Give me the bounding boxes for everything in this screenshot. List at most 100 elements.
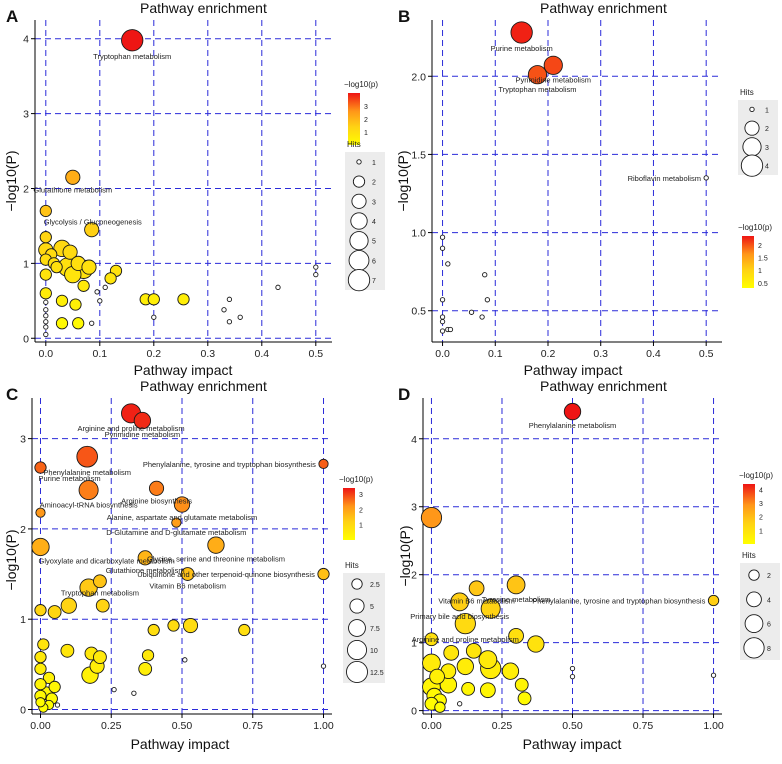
point-label: D-Glutamine and D-glutamate metabolism bbox=[106, 528, 246, 537]
data-point bbox=[55, 294, 69, 307]
data-point bbox=[97, 298, 103, 304]
y-tick-label: 4 bbox=[411, 434, 417, 446]
data-point bbox=[34, 651, 47, 664]
data-point bbox=[180, 567, 195, 581]
x-axis-title: Pathway impact bbox=[131, 736, 230, 752]
panel-letter: B bbox=[398, 7, 410, 26]
size-legend-label: 1 bbox=[765, 107, 769, 114]
size-legend-circle bbox=[744, 614, 764, 633]
color-legend-tick: 4 bbox=[759, 487, 763, 494]
data-point bbox=[148, 480, 165, 496]
data-point bbox=[182, 657, 188, 663]
point-label: Pyrimidine metabolism bbox=[105, 430, 180, 439]
point-label: Riboflavin metabolism bbox=[628, 174, 701, 183]
annotations: Phenylalanine metabolism Tyrosine metabol… bbox=[410, 421, 705, 644]
panel-title: Pathway enrichment bbox=[540, 0, 667, 16]
data-point bbox=[35, 697, 46, 708]
point-label: Tryptophan metabolism bbox=[61, 589, 139, 598]
data-point bbox=[131, 690, 137, 696]
data-point bbox=[439, 297, 446, 303]
color-legend-title: −log10(p) bbox=[738, 223, 772, 232]
y-tick-label: 2.0 bbox=[411, 71, 426, 83]
data-point bbox=[65, 169, 81, 185]
data-point bbox=[420, 507, 443, 529]
data-point bbox=[95, 598, 110, 613]
data-point bbox=[43, 319, 49, 325]
data-point bbox=[167, 619, 180, 632]
size-legend-circle bbox=[349, 231, 369, 251]
data-point bbox=[104, 272, 117, 285]
y-tick-label: 3 bbox=[411, 502, 417, 514]
size-legend-label: 3 bbox=[765, 145, 769, 152]
data-point bbox=[39, 287, 52, 300]
x-tick-label: 0.3 bbox=[593, 348, 608, 360]
data-point bbox=[237, 314, 243, 320]
x-tick-label: 0.25 bbox=[101, 720, 122, 732]
data-point bbox=[50, 260, 63, 274]
data-point bbox=[147, 623, 160, 637]
data-point bbox=[569, 665, 576, 672]
point-label: Glycine, serine and threonine metabolism bbox=[147, 554, 285, 563]
size-legend-circle bbox=[349, 598, 365, 614]
data-point bbox=[121, 29, 144, 52]
data-point bbox=[439, 245, 446, 251]
data-point bbox=[514, 677, 529, 692]
color-legend-title: −log10(p) bbox=[739, 471, 773, 480]
y-tick-label: 0.5 bbox=[411, 306, 426, 318]
x-tick-label: 0.3 bbox=[200, 348, 215, 360]
points bbox=[420, 402, 720, 713]
data-point bbox=[484, 297, 491, 303]
data-point bbox=[69, 298, 82, 311]
color-legend-tick: 2 bbox=[759, 515, 763, 522]
point-label: Phenylalanine metabolism bbox=[529, 421, 617, 430]
color-legend-tick: 1 bbox=[758, 268, 762, 275]
point-label: Phenylalanine metabolism bbox=[43, 468, 131, 477]
data-point bbox=[173, 496, 191, 513]
data-point bbox=[60, 597, 77, 614]
panel-title: Pathway enrichment bbox=[140, 378, 267, 394]
size-legend-circle bbox=[351, 193, 367, 209]
data-point bbox=[275, 284, 281, 290]
x-tick-label: 0.2 bbox=[146, 348, 161, 360]
x-tick-label: 0.75 bbox=[633, 720, 654, 732]
x-tick-label: 0.1 bbox=[92, 348, 107, 360]
points bbox=[38, 29, 319, 338]
data-point bbox=[703, 175, 709, 181]
panel-letter: C bbox=[6, 385, 18, 404]
data-point bbox=[313, 271, 319, 278]
data-point bbox=[182, 617, 199, 634]
size-legend-circle bbox=[740, 154, 764, 177]
data-point bbox=[710, 672, 717, 678]
x-tick-label: 0.50 bbox=[172, 720, 193, 732]
data-point bbox=[443, 644, 460, 661]
data-point bbox=[76, 445, 98, 468]
data-point bbox=[480, 598, 501, 619]
y-tick-label: 2 bbox=[20, 524, 26, 536]
data-point bbox=[527, 635, 545, 653]
point-label: Arginine and proline metabolism bbox=[77, 424, 184, 433]
x-axis-title: Pathway impact bbox=[134, 362, 233, 378]
size-legend-circle bbox=[351, 578, 363, 590]
data-point bbox=[62, 244, 78, 260]
point-label: Glutathione metabolism bbox=[106, 566, 185, 575]
data-point bbox=[707, 594, 720, 607]
data-point bbox=[34, 604, 47, 617]
panel-title: Pathway enrichment bbox=[540, 378, 667, 394]
grid bbox=[432, 20, 722, 342]
x-tick-label: 0.2 bbox=[541, 348, 556, 360]
data-point bbox=[42, 671, 56, 685]
x-axis-title: Pathway impact bbox=[523, 736, 622, 752]
data-point bbox=[39, 268, 52, 281]
data-point bbox=[48, 680, 61, 694]
color-legend-tick: 2 bbox=[758, 243, 762, 250]
color-legend-title: −log10(p) bbox=[339, 475, 373, 484]
data-point bbox=[429, 668, 445, 685]
size-legend-label: 2.5 bbox=[370, 582, 380, 589]
x-tick-label: 0.75 bbox=[243, 720, 264, 732]
x-tick-label: 0.1 bbox=[488, 348, 503, 360]
y-tick-label: 0 bbox=[23, 333, 29, 345]
data-point bbox=[226, 296, 233, 302]
x-tick-label: 0.50 bbox=[562, 720, 583, 732]
x-tick-label: 0.25 bbox=[492, 720, 513, 732]
data-point bbox=[55, 317, 69, 330]
